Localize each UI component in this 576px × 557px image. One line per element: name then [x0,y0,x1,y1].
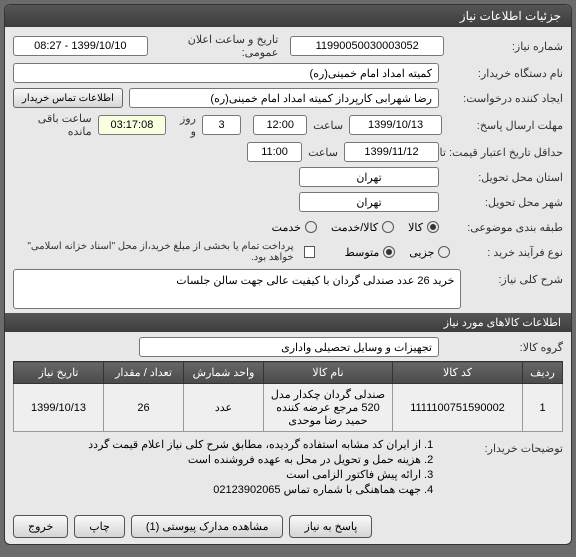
buyer-note-item: ارائه پیش فاکتور الزامی است [13,468,421,481]
td-row: 1 [523,384,563,432]
label-creator: ایجاد کننده درخواست: [445,92,563,105]
label-need-number: شماره نیاز: [450,40,563,53]
th-date: تاریخ نیاز [14,362,104,384]
radio-dot-gs [382,221,394,233]
td-qty: 26 [104,384,184,432]
radio-service[interactable]: خدمت [272,221,317,234]
field-desc: خرید 26 عدد صندلی گردان با کیفیت عالی جه… [13,269,461,309]
th-row: ردیف [523,362,563,384]
field-validity-time: 11:00 [247,142,302,162]
label-buyer-org: نام دستگاه خریدار: [445,67,563,80]
checkbox-partial [304,246,315,258]
th-name: نام کالا [264,362,393,384]
label-item-group: گروه کالا: [445,341,563,354]
field-city: تهران [299,192,439,212]
buyer-note-item: از ایران کد مشابه استفاده گردیده، مطابق … [13,438,421,451]
items-table: ردیف کد کالا نام کالا واحد شمارش تعداد /… [13,361,563,432]
purchase-radio-group: جزیی متوسط [345,246,451,259]
label-hour-2: ساعت [308,146,338,159]
detail-window: جزئیات اطلاعات نیاز شماره نیاز: 11990050… [4,4,572,545]
radio-dot-goods [427,221,439,233]
field-item-group: تجهیزات و وسایل تحصیلی واداری [139,337,439,357]
radio-dot-small [438,246,450,258]
window-title: جزئیات اطلاعات نیاز [460,9,561,23]
radio-small[interactable]: جزیی [409,246,450,259]
field-countdown: 03:17:08 [98,115,167,135]
budget-radio-group: کالا کالا/خدمت خدمت [272,221,439,234]
field-buyer-org: کمیته امداد امام خمینی(ره) [13,63,439,83]
radio-goods[interactable]: کالا [408,221,439,234]
field-province: تهران [299,167,439,187]
label-city: شهر محل تحویل: [445,196,563,209]
label-remaining: ساعت باقی مانده [13,112,92,138]
radio-label-medium: متوسط [345,246,380,259]
table-row[interactable]: 1 1111100751590002 صندلی گردان چکدار مدل… [14,384,563,432]
field-creator: رضا شهرابی کارپرداز کمیته امداد امام خمی… [129,88,439,108]
field-validity-date: 1399/11/12 [344,142,439,162]
radio-label-small: جزیی [409,246,434,259]
label-announce: تاریخ و ساعت اعلان عمومی: [154,33,279,59]
buyer-contact-button[interactable]: اطلاعات تماس خریدار [13,88,123,108]
print-button[interactable]: چاپ [74,515,125,538]
partial-pay-check[interactable]: پرداخت تمام یا بخشی از مبلغ خرید،از محل … [13,241,315,263]
td-code: 1111100751590002 [393,384,523,432]
label-budget: طبقه بندی موضوعی: [445,221,563,234]
table-header-row: ردیف کد کالا نام کالا واحد شمارش تعداد /… [14,362,563,384]
items-section-header: اطلاعات کالاهای مورد نیاز [5,313,571,332]
label-province: استان محل تحویل: [445,171,563,184]
action-bar: پاسخ به نیاز مشاهده مدارک پیوستی (1) چاپ… [5,509,571,544]
td-unit: عدد [184,384,264,432]
label-validity: حداقل تاریخ اعتبار قیمت: تا تاریخ: [445,146,563,159]
label-day: روز و [172,112,196,138]
th-qty: تعداد / مقدار [104,362,184,384]
field-days-left: 3 [202,115,241,135]
close-button[interactable]: خروج [13,515,68,538]
field-reply-time: 12:00 [253,115,307,135]
th-unit: واحد شمارش [184,362,264,384]
partial-pay-label: پرداخت تمام یا بخشی از مبلغ خرید،از محل … [13,241,294,263]
radio-label-gs: کالا/خدمت [331,221,378,234]
buyer-notes-list: از ایران کد مشابه استفاده گردیده، مطابق … [13,438,439,496]
label-hour-1: ساعت [313,119,343,132]
form-area: شماره نیاز: 11990050030003052 تاریخ و سا… [5,27,571,509]
field-reply-date: 1399/10/13 [349,115,442,135]
td-date: 1399/10/13 [14,384,104,432]
radio-dot-service [305,221,317,233]
buyer-note-item: جهت هماهنگی با شماره تماس 02123902065 [13,483,421,496]
radio-label-goods: کالا [408,221,423,234]
window-titlebar: جزئیات اطلاعات نیاز [5,5,571,27]
th-code: کد کالا [393,362,523,384]
buyer-note-item: هزینه حمل و تحویل در محل به عهده فروشنده… [13,453,421,466]
radio-dot-medium [383,246,395,258]
field-need-number: 11990050030003052 [290,36,444,56]
radio-goods-service[interactable]: کالا/خدمت [331,221,394,234]
radio-label-service: خدمت [272,221,301,234]
attachments-button[interactable]: مشاهده مدارک پیوستی (1) [131,515,284,538]
label-buyer-notes: توضیحات خریدار: [445,438,563,455]
label-desc: شرح کلی نیاز: [467,269,563,286]
label-purchase-type: نوع فرآیند خرید : [456,246,563,259]
respond-button[interactable]: پاسخ به نیاز [289,515,372,538]
label-reply-deadline: مهلت ارسال پاسخ: [448,119,563,132]
radio-medium[interactable]: متوسط [345,246,396,259]
td-name: صندلی گردان چکدار مدل 520 مرجع عرضه کنند… [264,384,393,432]
field-announce-date: 1399/10/10 - 08:27 [13,36,148,56]
